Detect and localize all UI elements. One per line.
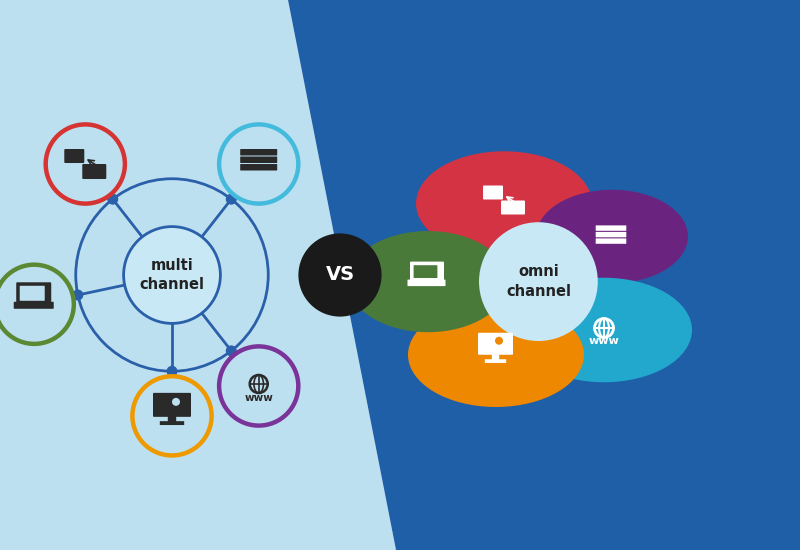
- Ellipse shape: [516, 278, 692, 382]
- Circle shape: [226, 345, 237, 356]
- Ellipse shape: [416, 151, 592, 256]
- FancyBboxPatch shape: [478, 333, 513, 355]
- Text: VS: VS: [326, 266, 354, 284]
- FancyBboxPatch shape: [485, 359, 506, 363]
- FancyBboxPatch shape: [168, 416, 176, 422]
- Polygon shape: [0, 0, 396, 550]
- Circle shape: [123, 227, 221, 323]
- FancyBboxPatch shape: [501, 201, 525, 214]
- FancyBboxPatch shape: [64, 149, 84, 163]
- FancyBboxPatch shape: [240, 157, 278, 163]
- FancyBboxPatch shape: [414, 265, 438, 278]
- Text: www: www: [589, 337, 619, 346]
- FancyBboxPatch shape: [407, 279, 446, 286]
- Circle shape: [72, 289, 83, 300]
- Text: multi
channel: multi channel: [139, 258, 205, 292]
- Circle shape: [219, 124, 298, 204]
- Circle shape: [298, 233, 382, 317]
- FancyBboxPatch shape: [596, 232, 626, 237]
- Circle shape: [107, 194, 118, 205]
- Circle shape: [166, 366, 178, 377]
- FancyBboxPatch shape: [240, 149, 278, 156]
- Ellipse shape: [348, 231, 508, 332]
- FancyBboxPatch shape: [596, 238, 626, 244]
- FancyBboxPatch shape: [483, 185, 503, 200]
- Circle shape: [495, 337, 503, 345]
- FancyBboxPatch shape: [82, 164, 106, 179]
- Ellipse shape: [536, 190, 688, 283]
- Circle shape: [0, 265, 74, 344]
- Circle shape: [219, 346, 298, 426]
- Circle shape: [226, 194, 237, 205]
- Text: www: www: [244, 393, 273, 403]
- Text: omni
channel: omni channel: [506, 265, 571, 299]
- FancyBboxPatch shape: [20, 286, 45, 301]
- FancyBboxPatch shape: [596, 226, 626, 231]
- FancyBboxPatch shape: [240, 164, 278, 170]
- Circle shape: [132, 376, 211, 455]
- FancyBboxPatch shape: [160, 421, 184, 425]
- FancyBboxPatch shape: [153, 393, 191, 417]
- FancyBboxPatch shape: [410, 262, 444, 282]
- FancyBboxPatch shape: [16, 282, 51, 304]
- FancyBboxPatch shape: [14, 302, 54, 309]
- Circle shape: [479, 222, 598, 341]
- FancyBboxPatch shape: [492, 354, 499, 360]
- Circle shape: [172, 398, 180, 406]
- Circle shape: [46, 124, 125, 204]
- Ellipse shape: [408, 302, 584, 407]
- Polygon shape: [288, 0, 800, 550]
